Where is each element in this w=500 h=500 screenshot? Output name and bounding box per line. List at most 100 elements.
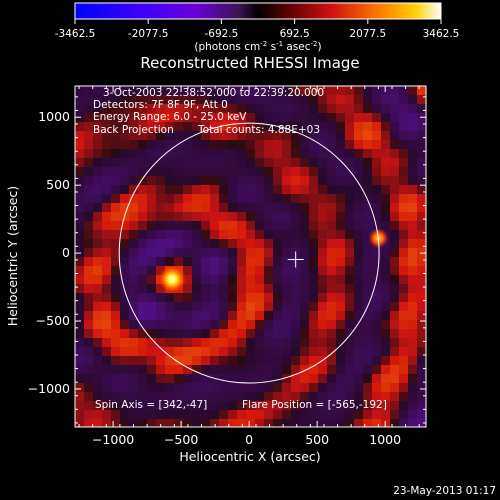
heatmap-cell bbox=[93, 266, 102, 275]
heatmap-cell bbox=[309, 410, 318, 419]
heatmap-cell bbox=[210, 95, 219, 104]
heatmap-cell bbox=[327, 374, 336, 383]
heatmap-cell bbox=[408, 104, 417, 113]
heatmap-cell bbox=[138, 338, 147, 347]
heatmap-cell bbox=[399, 383, 408, 392]
heatmap-cell bbox=[381, 293, 390, 302]
heatmap-cell bbox=[84, 284, 93, 293]
heatmap-cell bbox=[408, 356, 417, 365]
heatmap-cell bbox=[219, 347, 228, 356]
heatmap-cell bbox=[237, 392, 246, 401]
heatmap-cell bbox=[327, 176, 336, 185]
heatmap-cell bbox=[300, 113, 309, 122]
heatmap-cell bbox=[417, 266, 426, 275]
heatmap-cell bbox=[138, 95, 147, 104]
heatmap-cell bbox=[246, 302, 255, 311]
heatmap-cell bbox=[336, 176, 345, 185]
heatmap-cell bbox=[282, 293, 291, 302]
heatmap-cell bbox=[345, 275, 354, 284]
heatmap-cell bbox=[390, 194, 399, 203]
heatmap-cell bbox=[192, 329, 201, 338]
heatmap-cell bbox=[381, 194, 390, 203]
y-tick-label: −500 bbox=[36, 313, 70, 328]
heatmap-cell bbox=[84, 194, 93, 203]
heatmap-cell bbox=[174, 203, 183, 212]
heatmap-cell bbox=[354, 248, 363, 257]
heatmap-cell bbox=[84, 248, 93, 257]
heatmap-cell bbox=[183, 302, 192, 311]
heatmap-cell bbox=[84, 356, 93, 365]
heatmap-cell bbox=[174, 356, 183, 365]
heatmap-cell bbox=[165, 347, 174, 356]
heatmap-cell bbox=[84, 239, 93, 248]
heatmap-cell bbox=[147, 275, 156, 284]
heatmap-cell bbox=[318, 410, 327, 419]
heatmap-cell bbox=[372, 338, 381, 347]
heatmap-cell bbox=[129, 158, 138, 167]
heatmap-cell bbox=[300, 284, 309, 293]
heatmap-cell bbox=[273, 293, 282, 302]
heatmap-cell bbox=[75, 392, 84, 401]
heatmap-cell bbox=[345, 320, 354, 329]
heatmap-cell bbox=[345, 86, 354, 95]
heatmap-cell bbox=[183, 104, 192, 113]
heatmap-cell bbox=[291, 383, 300, 392]
heatmap-cell bbox=[318, 140, 327, 149]
heatmap-cell bbox=[282, 203, 291, 212]
heatmap-cell bbox=[102, 86, 111, 95]
heatmap-cell bbox=[192, 320, 201, 329]
heatmap-cell bbox=[318, 257, 327, 266]
heatmap-cell bbox=[291, 419, 300, 427]
colorbar-ticks: -3462.5 -2077.5 -692.5 692.5 2077.5 3462.5 bbox=[55, 19, 459, 40]
heatmap-cell bbox=[129, 122, 138, 131]
heatmap-cell bbox=[390, 275, 399, 284]
heatmap-cell bbox=[273, 248, 282, 257]
heatmap-cell bbox=[372, 347, 381, 356]
heatmap-cell bbox=[147, 212, 156, 221]
heatmap-cell bbox=[84, 113, 93, 122]
heatmap-cell bbox=[372, 113, 381, 122]
chart-title: Reconstructed RHESSI Image bbox=[140, 54, 359, 72]
x-tick-label: 1000 bbox=[369, 432, 401, 447]
heatmap-cell bbox=[300, 401, 309, 410]
heatmap-cell bbox=[327, 185, 336, 194]
heatmap-cell bbox=[318, 302, 327, 311]
heatmap-cell bbox=[93, 113, 102, 122]
heatmap-cell bbox=[75, 293, 84, 302]
heatmap-cell bbox=[408, 284, 417, 293]
heatmap-cell bbox=[327, 266, 336, 275]
heatmap-cell bbox=[237, 149, 246, 158]
heatmap-cell bbox=[372, 392, 381, 401]
heatmap-cell bbox=[282, 149, 291, 158]
heatmap-cell bbox=[237, 311, 246, 320]
heatmap-cell bbox=[318, 266, 327, 275]
heatmap-cell bbox=[237, 275, 246, 284]
heatmap-cell bbox=[318, 86, 327, 95]
heatmap-cell bbox=[246, 176, 255, 185]
heatmap-cell bbox=[273, 311, 282, 320]
heatmap-cell bbox=[336, 113, 345, 122]
heatmap-cell bbox=[282, 140, 291, 149]
heatmap-cell bbox=[228, 311, 237, 320]
heatmap-cell bbox=[264, 230, 273, 239]
heatmap-cell bbox=[138, 284, 147, 293]
heatmap-cell bbox=[210, 293, 219, 302]
heatmap-cell bbox=[390, 203, 399, 212]
heatmap-cell bbox=[354, 149, 363, 158]
heatmap-cell bbox=[156, 356, 165, 365]
heatmap-cell bbox=[264, 158, 273, 167]
heatmap-cell bbox=[381, 347, 390, 356]
heatmap-cell bbox=[399, 86, 408, 95]
heatmap-cell bbox=[228, 365, 237, 374]
heatmap-cell bbox=[399, 257, 408, 266]
heatmap-cell bbox=[327, 113, 336, 122]
heatmap-cell bbox=[147, 167, 156, 176]
heatmap-cell bbox=[264, 302, 273, 311]
heatmap-cell bbox=[156, 194, 165, 203]
heatmap-cell bbox=[246, 329, 255, 338]
heatmap-cell bbox=[201, 302, 210, 311]
heatmap-cell bbox=[165, 212, 174, 221]
heatmap-cell bbox=[129, 113, 138, 122]
x-axis-label: Heliocentric X (arcsec) bbox=[179, 449, 320, 464]
heatmap-cell bbox=[390, 176, 399, 185]
